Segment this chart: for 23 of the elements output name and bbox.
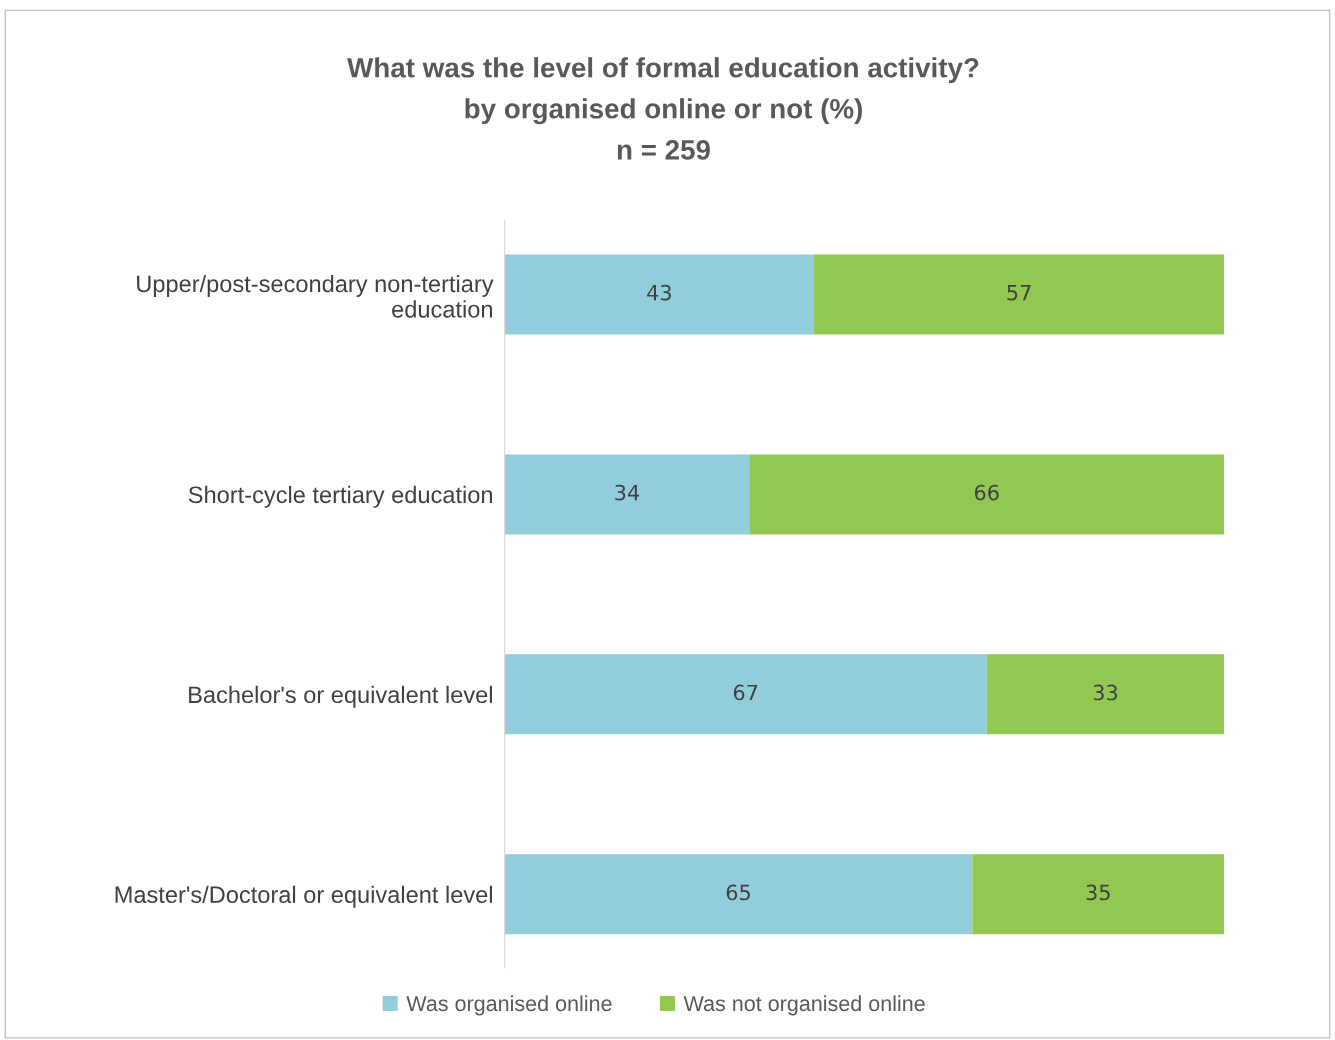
y-tick-label: Short-cycle tertiary education [188, 485, 493, 508]
bar [504, 454, 750, 535]
legend-label: Was organised online [406, 995, 612, 1016]
bar [749, 454, 1225, 535]
bar [814, 254, 1225, 335]
data-label: 43 [647, 284, 671, 301]
data-label: 66 [974, 484, 999, 501]
bar [972, 854, 1225, 935]
data-label: 34 [615, 484, 640, 501]
y-tick-label: Upper/post-secondary non-tertiary education [137, 274, 494, 318]
chart-title: What was the level of formal education activity? by organised online or not (%) n = 259 [347, 57, 979, 160]
legend-label: Was not organised online [683, 995, 925, 1016]
data-label: 33 [1093, 684, 1118, 701]
bar [986, 654, 1225, 735]
data-label: 67 [733, 684, 758, 701]
y-tick-label: Bachelor's or equivalent level [189, 685, 492, 708]
data-label: 65 [726, 884, 750, 901]
y-tick-label: Master's/Doctoral or equivalent level [115, 885, 492, 908]
bar [504, 854, 973, 935]
bar [504, 254, 815, 335]
data-label: 35 [1086, 884, 1110, 901]
data-label: 57 [1007, 285, 1031, 301]
bar [504, 654, 987, 735]
